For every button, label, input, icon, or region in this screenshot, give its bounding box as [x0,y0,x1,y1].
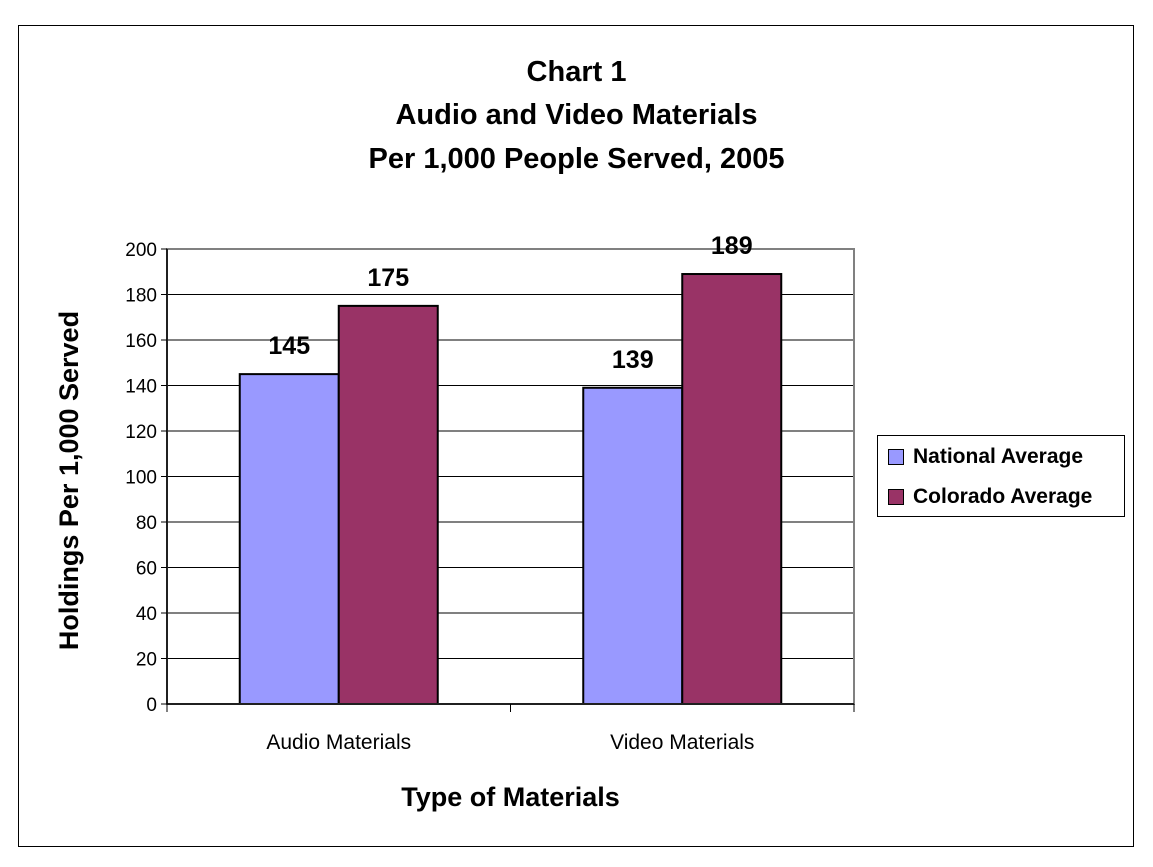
legend-item-national: National Average [888,445,1083,469]
x-axis-title: Type of Materials [401,782,620,812]
x-tick-label-audio-materials: Audio Materials [266,731,411,754]
bar-audio-materials-national-average [238,373,340,705]
bar-video-materials-national-average [582,386,684,705]
y-tick-label-200: 200 [125,240,157,261]
y-tick-label-100: 100 [125,468,157,489]
y-tick-label-40: 40 [136,604,157,625]
y-tick-label-160: 160 [125,331,157,352]
chart-title-line-3: Per 1,000 People Served, 2005 [368,143,785,175]
y-axis-title: Holdings Per 1,000 Served [54,311,84,650]
legend-label-national: National Average [913,445,1083,468]
x-tick-label-video-materials: Video Materials [610,731,754,754]
y-tick-label-60: 60 [136,559,157,580]
data-label-video-materials-national-average: 139 [612,346,654,374]
legend-item-colorado: Colorado Average [888,485,1092,509]
y-tick-label-20: 20 [136,650,157,671]
legend-swatch-colorado [888,489,904,505]
y-tick-label-120: 120 [125,422,157,443]
legend-label-colorado: Colorado Average [913,485,1093,508]
data-label-audio-materials-national-average: 145 [268,332,310,360]
y-tick-label-140: 140 [125,377,157,398]
chart-title-line-2: Audio and Video Materials [395,99,758,131]
y-tick-label-0: 0 [146,695,157,716]
legend: National Average Colorado Average [877,435,1125,517]
bar-video-materials-colorado-average [681,273,783,705]
bar-audio-materials-colorado-average [337,304,439,705]
chart-title-line-1: Chart 1 [526,56,627,88]
y-tick-label-80: 80 [136,513,157,534]
y-tick-label-180: 180 [125,286,157,307]
axes: 0 20 40 60 80 100 120 140 160 180 200 Audio Materia… [125,240,855,754]
legend-swatch-national [888,449,904,465]
data-labels: 145 175 139 189 [268,232,752,374]
bars [238,273,783,705]
data-label-audio-materials-colorado-average: 175 [367,264,409,292]
data-label-video-materials-colorado-average: 189 [711,232,753,260]
